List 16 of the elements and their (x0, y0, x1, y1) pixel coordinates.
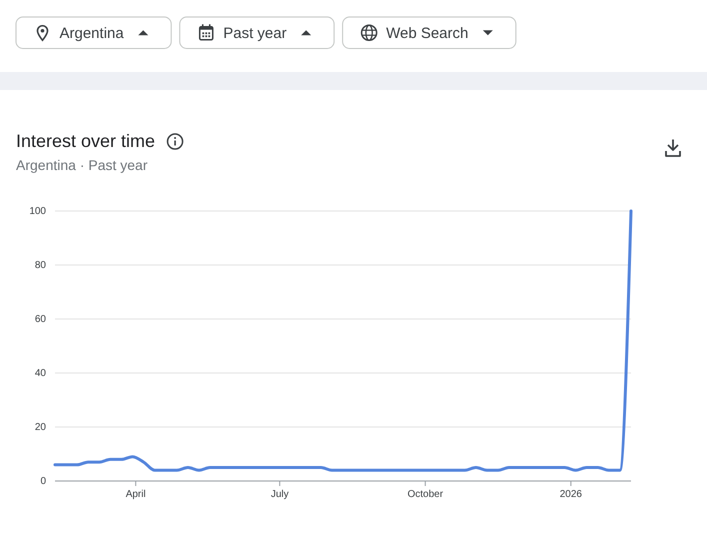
line-series (54, 210, 632, 472)
x-tick-label: July (270, 489, 289, 500)
x-tick-label: April (126, 489, 146, 500)
text: Web Search (386, 25, 468, 42)
text: Argentina (60, 25, 124, 42)
x-tick-label: October (407, 489, 444, 500)
x-tick-label: 2026 (560, 489, 582, 500)
y-tick-label: 20 (34, 422, 46, 434)
y-tick-label: 0 (40, 476, 46, 488)
y-tick-label: 100 (29, 206, 46, 218)
text: Past year (223, 25, 287, 42)
chart-title: Interest over time (16, 131, 156, 151)
y-tick-label: 60 (34, 314, 46, 326)
y-tick-label: 40 (34, 368, 46, 380)
chart-subtitle: Argentina · Past year (16, 157, 148, 173)
y-tick-label: 80 (34, 260, 46, 272)
